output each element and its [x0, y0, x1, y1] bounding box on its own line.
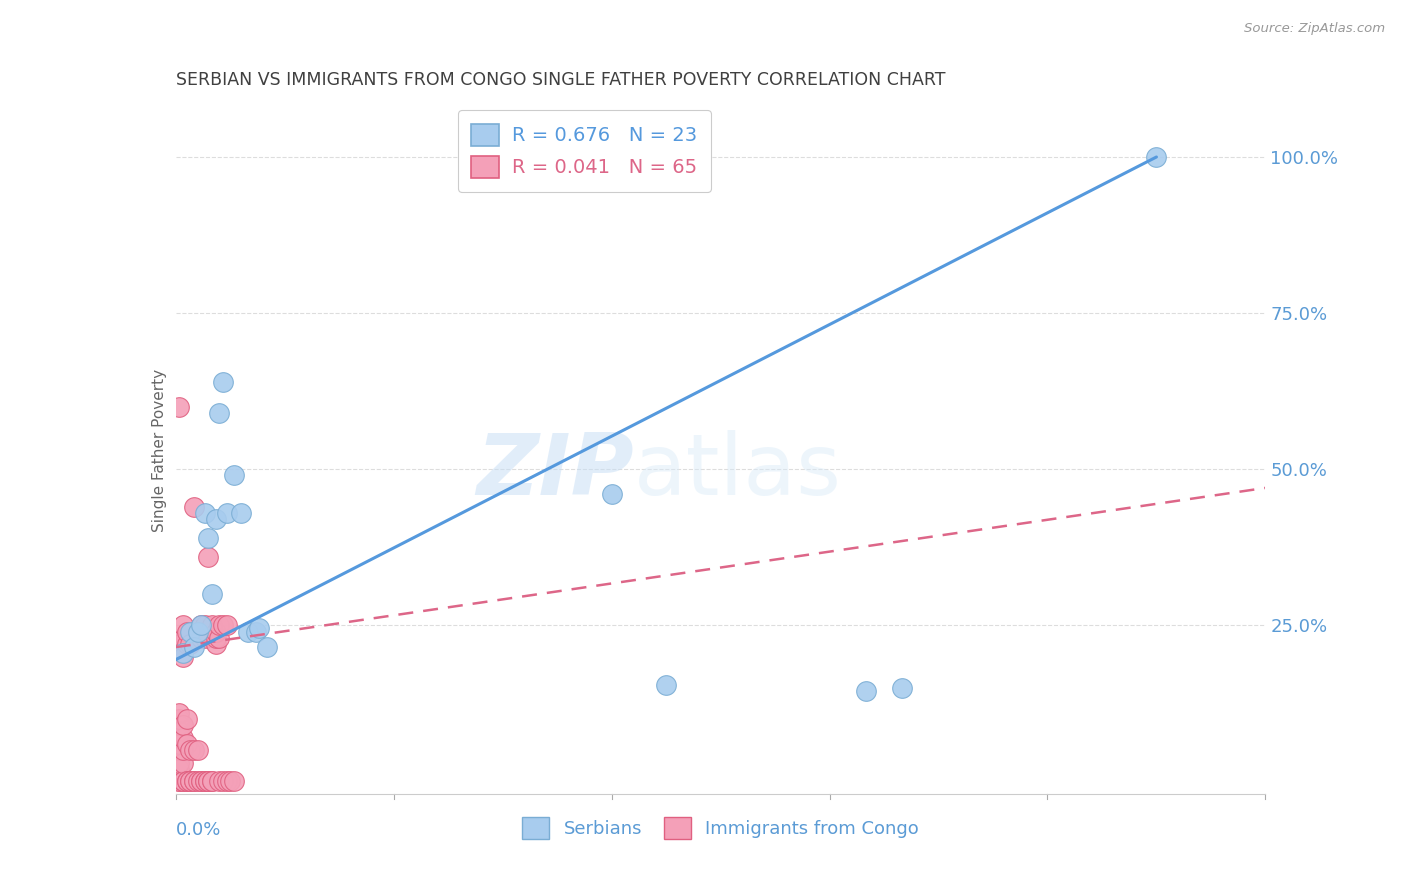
Point [204, 637, 226, 651]
Point [172, 774, 194, 789]
Point [176, 624, 198, 639]
Y-axis label: Single Father Poverty: Single Father Poverty [152, 369, 167, 532]
Point [183, 774, 205, 789]
Point [215, 774, 238, 789]
Point [183, 774, 205, 789]
Point [204, 631, 226, 645]
Point [197, 531, 219, 545]
Text: atlas: atlas [633, 430, 841, 513]
Point [169, 731, 191, 745]
Point [891, 681, 914, 695]
Point [179, 774, 201, 789]
Point [172, 731, 194, 745]
Point [194, 618, 217, 632]
Point [172, 743, 194, 757]
Point [183, 743, 205, 757]
Point [1146, 150, 1168, 164]
Text: ZIP: ZIP [475, 430, 633, 513]
Point [172, 718, 194, 732]
Point [201, 774, 224, 789]
Point [215, 618, 238, 632]
Point [169, 762, 191, 776]
Point [204, 624, 226, 639]
Point [179, 637, 201, 651]
Point [169, 724, 191, 739]
Point [212, 618, 235, 632]
Point [172, 631, 194, 645]
Point [194, 774, 217, 789]
Point [172, 646, 194, 660]
Point [176, 637, 198, 651]
Point [190, 631, 212, 645]
Point [197, 549, 219, 564]
Point [190, 774, 212, 789]
Point [176, 737, 198, 751]
Point [222, 468, 245, 483]
Point [212, 774, 235, 789]
Point [197, 774, 219, 789]
Point [247, 622, 270, 636]
Point [201, 587, 224, 601]
Point [169, 718, 191, 732]
Point [238, 624, 260, 639]
Point [179, 743, 201, 757]
Text: 0.0%: 0.0% [176, 822, 221, 839]
Point [208, 774, 231, 789]
Point [208, 618, 231, 632]
Point [222, 774, 245, 789]
Point [655, 678, 678, 692]
Point [194, 631, 217, 645]
Point [204, 512, 226, 526]
Point [190, 618, 212, 632]
Point [197, 774, 219, 789]
Text: SERBIAN VS IMMIGRANTS FROM CONGO SINGLE FATHER POVERTY CORRELATION CHART: SERBIAN VS IMMIGRANTS FROM CONGO SINGLE … [176, 70, 945, 89]
Point [215, 506, 238, 520]
Point [169, 737, 191, 751]
Point [169, 774, 191, 789]
Point [219, 774, 242, 789]
Point [176, 712, 198, 726]
Point [176, 774, 198, 789]
Point [183, 640, 205, 655]
Point [172, 649, 194, 664]
Point [176, 774, 198, 789]
Point [186, 624, 209, 639]
Point [600, 487, 623, 501]
Point [169, 400, 191, 414]
Point [183, 500, 205, 514]
Point [172, 756, 194, 770]
Point [172, 618, 194, 632]
Point [169, 712, 191, 726]
Point [212, 375, 235, 389]
Point [186, 624, 209, 639]
Point [190, 774, 212, 789]
Point [201, 774, 224, 789]
Point [172, 774, 194, 789]
Point [169, 756, 191, 770]
Point [186, 774, 209, 789]
Point [208, 631, 231, 645]
Point [208, 406, 231, 420]
Point [179, 624, 201, 639]
Point [169, 774, 191, 789]
Text: Source: ZipAtlas.com: Source: ZipAtlas.com [1244, 22, 1385, 36]
Point [245, 624, 267, 639]
Point [186, 743, 209, 757]
Point [256, 640, 278, 655]
Point [231, 506, 253, 520]
Point [169, 706, 191, 720]
Legend: Serbians, Immigrants from Congo: Serbians, Immigrants from Congo [515, 810, 927, 847]
Point [194, 506, 217, 520]
Point [169, 637, 191, 651]
Point [201, 618, 224, 632]
Point [855, 683, 877, 698]
Point [179, 774, 201, 789]
Point [190, 618, 212, 632]
Point [194, 774, 217, 789]
Point [169, 743, 191, 757]
